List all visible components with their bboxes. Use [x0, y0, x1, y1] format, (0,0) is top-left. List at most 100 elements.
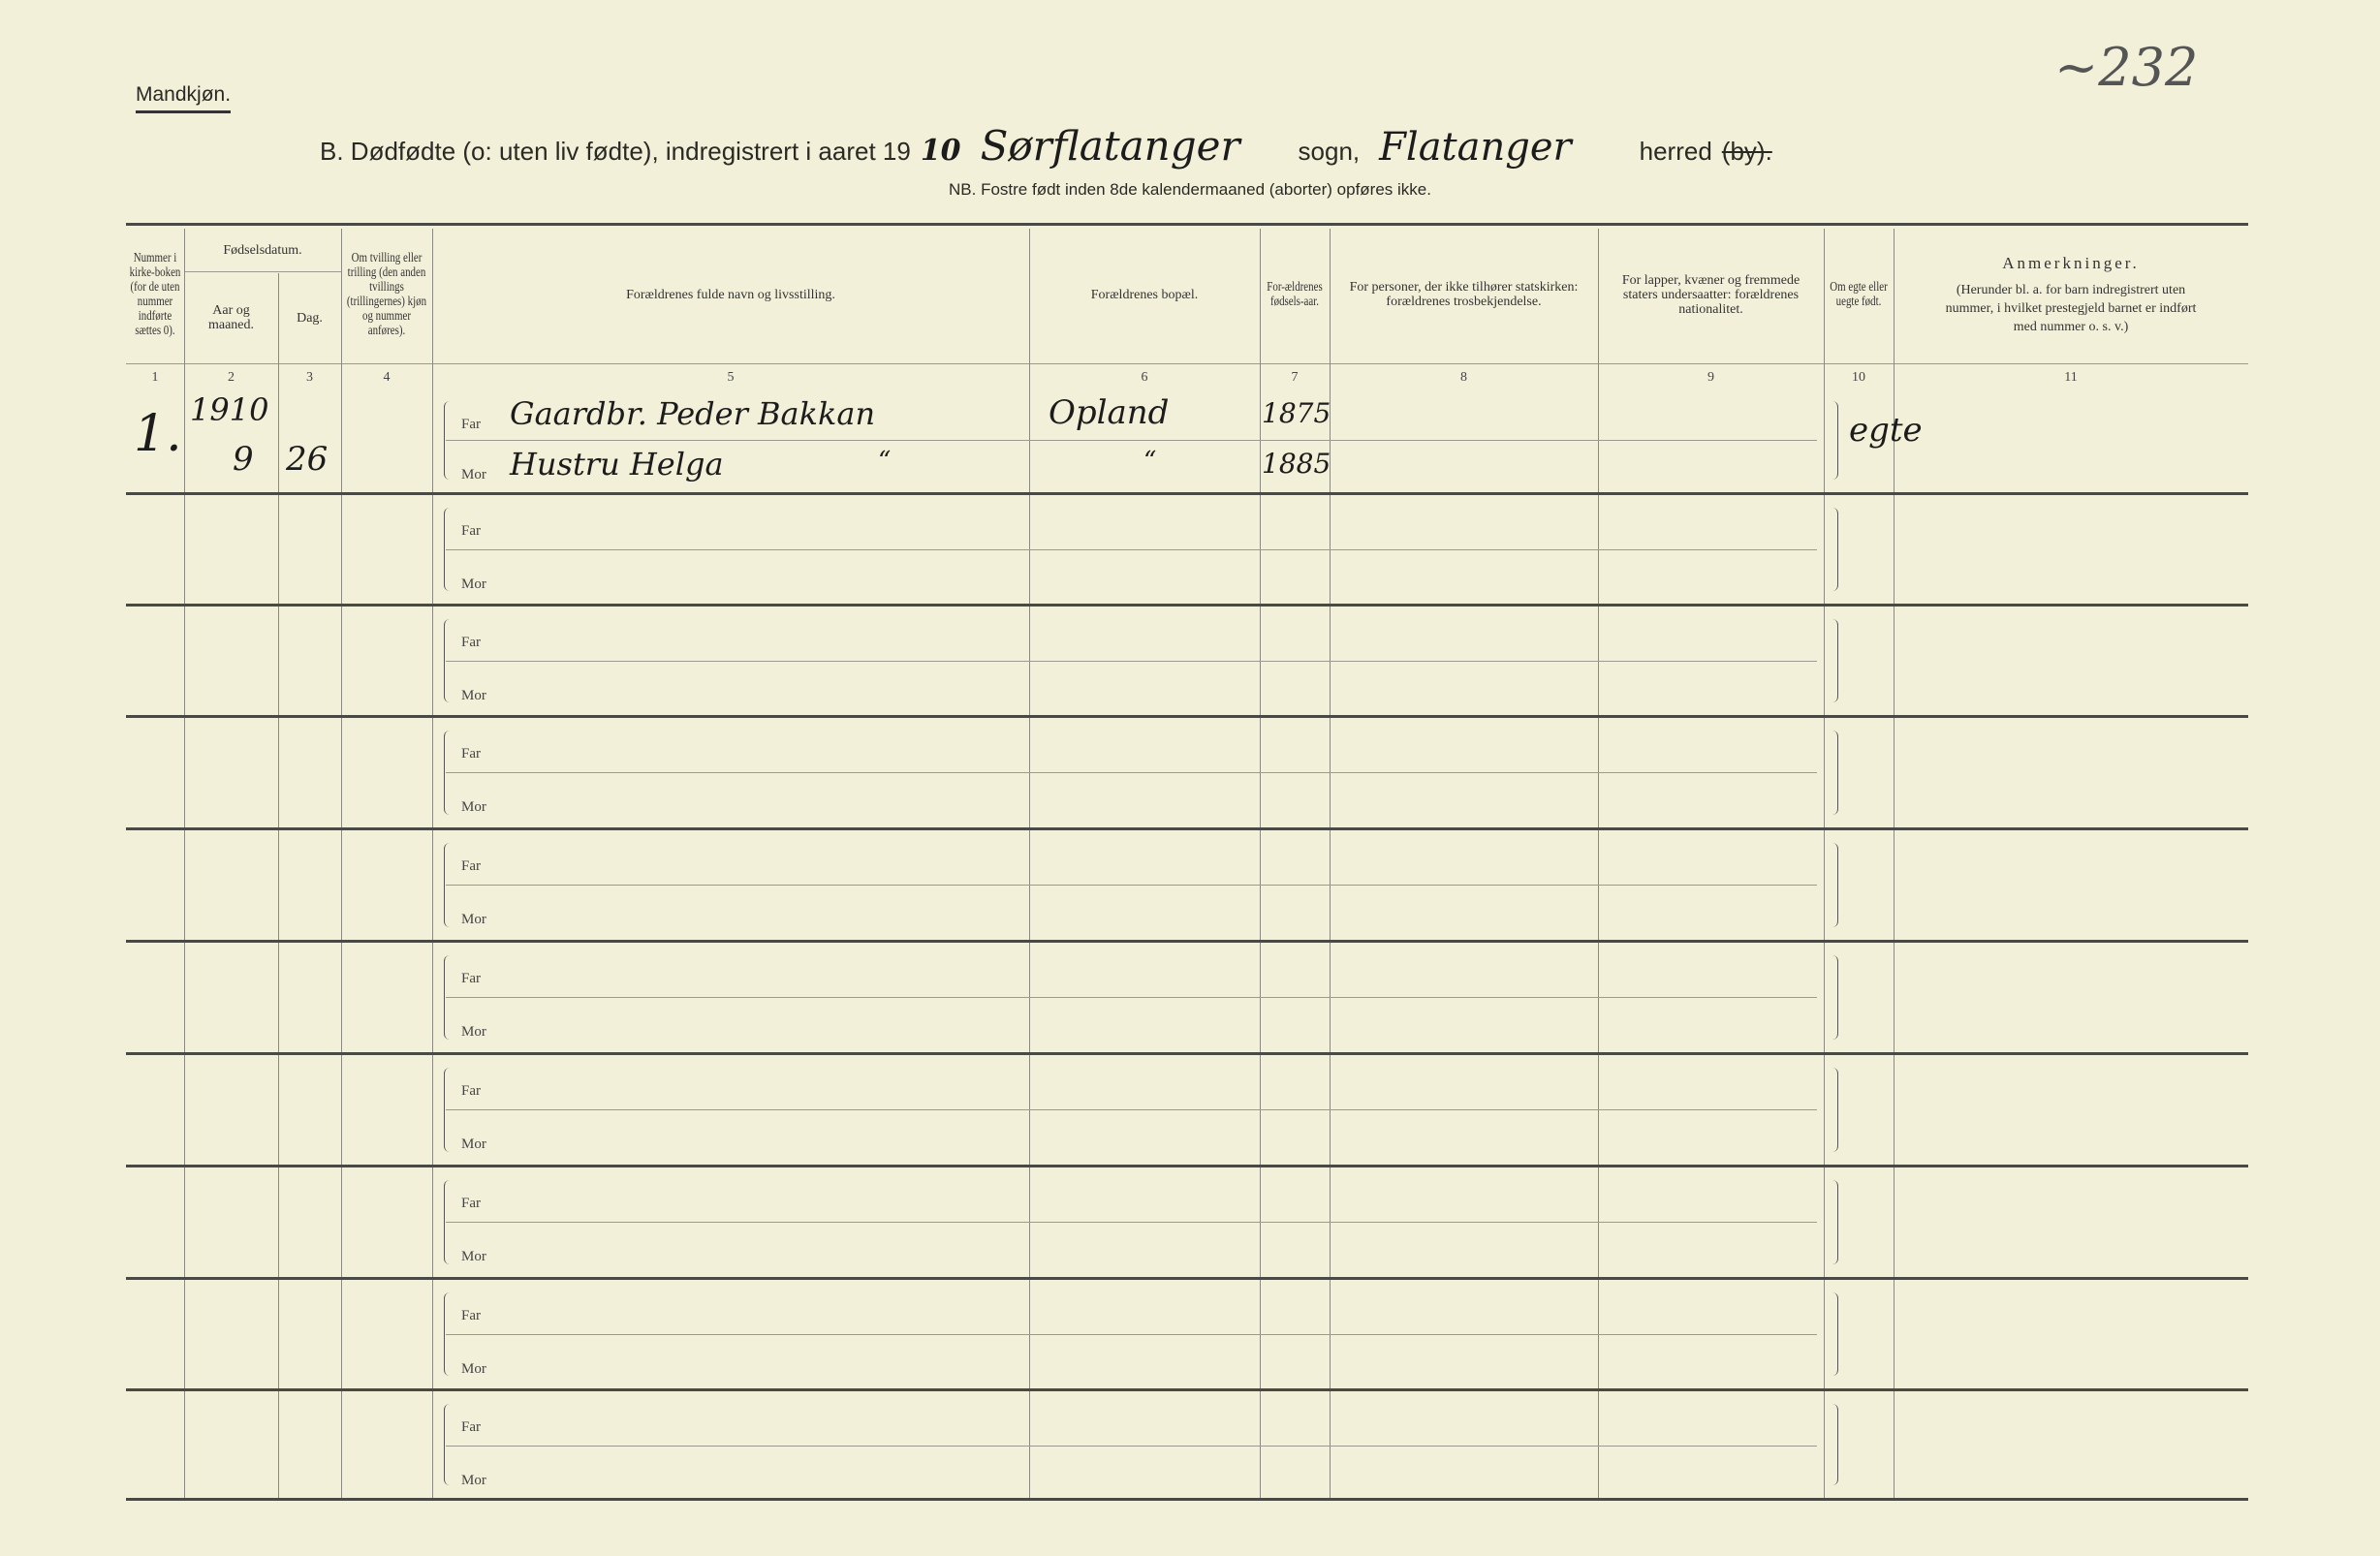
column-header: For-ældrenes fødsels-aar.	[1260, 229, 1330, 360]
column-divider	[1260, 229, 1261, 1499]
column-header: Dag.	[278, 275, 341, 360]
far-mor-divider	[446, 997, 1817, 998]
parish-hand: Sørflatanger	[980, 122, 1240, 170]
mor-label: Mor	[461, 1024, 486, 1040]
mother-birth-year: 1885	[1262, 448, 1331, 480]
column-number: 8	[1460, 370, 1467, 385]
row-rule	[126, 1165, 2248, 1167]
column-header-label: For lapper, kvæner og fremmede staters u…	[1621, 272, 1801, 317]
column-header-label: Om tvilling eller trilling (den anden tv…	[346, 251, 427, 338]
column-divider	[1029, 229, 1030, 1499]
far-label: Far	[461, 1419, 481, 1435]
far-label: Far	[461, 858, 481, 874]
column-divider	[341, 229, 342, 1499]
legitimacy: egte	[1849, 411, 1923, 450]
far-mor-divider	[446, 772, 1817, 773]
column-number: 9	[1707, 370, 1714, 385]
birth-month: 9	[233, 440, 254, 479]
column-header-label: Forældrenes bopæl.	[1090, 287, 1199, 302]
mor-label: Mor	[461, 1361, 486, 1377]
bracket-icon	[1832, 401, 1838, 480]
column-number: 7	[1291, 370, 1299, 385]
column-header: Forældrenes bopæl.	[1029, 229, 1260, 360]
far-mor-divider	[446, 661, 1817, 662]
far-label: Far	[461, 1196, 481, 1211]
mor-label: Mor	[461, 799, 486, 815]
column-header: For lapper, kvæner og fremmede staters u…	[1598, 229, 1824, 360]
column-number: 10	[1852, 370, 1865, 385]
birth-year: 1910	[190, 391, 269, 428]
row-rule	[126, 1498, 2248, 1501]
mor-label: Mor	[461, 1249, 486, 1264]
column-divider	[432, 229, 433, 1499]
bracket-icon	[444, 1292, 451, 1376]
far-label: Far	[461, 971, 481, 986]
note: NB. Fostre født inden 8de kalendermaaned…	[949, 180, 1431, 199]
column-header-label: Forældrenes fulde navn og livsstilling.	[626, 287, 835, 302]
group-rule	[184, 271, 341, 272]
far-mor-divider	[446, 440, 1817, 441]
column-number: 6	[1141, 370, 1148, 385]
far-mor-divider	[446, 1446, 1817, 1447]
entry-number: 1.	[134, 405, 182, 463]
row-rule	[126, 1388, 2248, 1391]
year-hand: 10	[920, 134, 961, 168]
column-header: Anmerkninger. (Herunder bl. a. for barn i…	[1894, 229, 2248, 360]
mor-label: Mor	[461, 1136, 486, 1152]
header-rule	[126, 363, 2248, 364]
birth-day: 26	[286, 440, 329, 479]
page-number: ~232	[2054, 37, 2199, 98]
far-label: Far	[461, 1308, 481, 1323]
table-top-rule	[126, 223, 2248, 226]
mor-label: Mor	[461, 912, 486, 927]
group-header: Fødselsdatum.	[223, 242, 302, 258]
bracket-icon	[444, 1180, 451, 1264]
bracket-icon	[444, 1068, 451, 1152]
column-header: Forældrenes fulde navn og livsstilling.	[432, 229, 1029, 360]
column-divider	[1598, 229, 1599, 1499]
bracket-icon	[1832, 843, 1838, 927]
far-label: Far	[461, 417, 481, 432]
column-header-label: Nummer i kirke-boken (for de uten nummer…	[129, 251, 181, 338]
parish-label: sogn,	[1298, 137, 1361, 166]
column-header-label: For-ældrenes fødsels-aar.	[1267, 280, 1323, 309]
bracket-icon	[1832, 1180, 1838, 1264]
column-number: 1	[151, 370, 159, 385]
column-header-label: Dag.	[297, 310, 323, 326]
column-number: 4	[383, 370, 391, 385]
far-mor-divider	[446, 1222, 1817, 1223]
column-header: Aar og maaned.	[184, 275, 278, 360]
column-number: 5	[727, 370, 735, 385]
bracket-icon	[444, 401, 451, 480]
bracket-icon	[444, 955, 451, 1040]
far-mor-divider	[446, 885, 1817, 886]
bracket-icon	[444, 508, 451, 591]
column-header: Om egte eller uegte født.	[1824, 229, 1894, 360]
form-title: B. Dødfødte (o: uten liv fødte), indregi…	[320, 122, 1772, 170]
bracket-icon	[1832, 619, 1838, 702]
column-number: 3	[306, 370, 313, 385]
bracket-icon	[1832, 1068, 1838, 1152]
column-divider	[184, 229, 185, 1499]
bracket-icon	[1832, 731, 1838, 815]
row-rule	[126, 715, 2248, 718]
column-divider	[1894, 229, 1895, 1499]
mor-label: Mor	[461, 1473, 486, 1488]
district-label: herred	[1639, 137, 1712, 166]
mother-name: Hustru Helga	[510, 446, 724, 482]
row-rule	[126, 827, 2248, 830]
column-header-label: For personer, der ikke tilhører statskir…	[1349, 280, 1579, 309]
by-struck: (by).	[1721, 137, 1772, 166]
column-header-label: Om egte eller uegte født.	[1830, 280, 1888, 309]
far-label: Far	[461, 635, 481, 650]
column-header-label: Aar og maaned.	[207, 303, 255, 332]
column-header-sublabel: (Herunder bl. a. for barn indregistrert …	[1945, 282, 2197, 334]
bracket-icon	[444, 731, 451, 815]
bracket-icon	[444, 619, 451, 702]
far-label: Far	[461, 746, 481, 762]
far-mor-divider	[446, 549, 1817, 550]
bracket-icon	[1832, 1404, 1838, 1485]
row-rule	[126, 940, 2248, 943]
title-prefix: B. Dødfødte (o: uten liv fødte), indregi…	[320, 137, 911, 166]
row-rule	[126, 1052, 2248, 1055]
